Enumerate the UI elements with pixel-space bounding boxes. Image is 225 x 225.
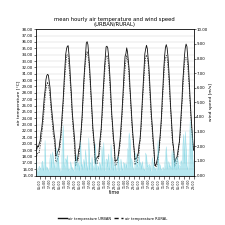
air temperature URBAN [115, 159, 117, 162]
air temperature URBAN [125, 47, 128, 49]
Legend: air temperature URBAN, air temperature RURAL: air temperature URBAN, air temperature R… [56, 215, 169, 222]
air temperature RURAL [134, 161, 137, 163]
air temperature RURAL [125, 54, 128, 57]
air temperature RURAL [101, 119, 103, 122]
air temperature URBAN [154, 164, 157, 167]
air temperature RURAL [115, 164, 117, 166]
Y-axis label: air temperature [°C]: air temperature [°C] [17, 80, 20, 125]
air temperature URBAN [99, 135, 102, 138]
air temperature URBAN [86, 40, 88, 43]
air temperature RURAL [35, 155, 37, 157]
Title: mean hourly air temperature and wind speed
(URBAN/RURAL): mean hourly air temperature and wind spe… [54, 17, 175, 27]
air temperature URBAN [35, 147, 37, 150]
air temperature RURAL [54, 146, 56, 148]
air temperature URBAN [134, 157, 137, 160]
air temperature URBAN [192, 149, 195, 152]
X-axis label: time: time [109, 190, 120, 195]
air temperature URBAN [101, 113, 103, 116]
air temperature URBAN [54, 138, 56, 141]
Line: air temperature RURAL: air temperature RURAL [36, 51, 194, 167]
air temperature RURAL [99, 144, 102, 146]
air temperature RURAL [192, 148, 195, 151]
air temperature RURAL [154, 165, 157, 168]
air temperature RURAL [86, 50, 88, 53]
Y-axis label: wind speed [m/s]: wind speed [m/s] [209, 83, 213, 121]
Line: air temperature URBAN: air temperature URBAN [36, 42, 194, 166]
